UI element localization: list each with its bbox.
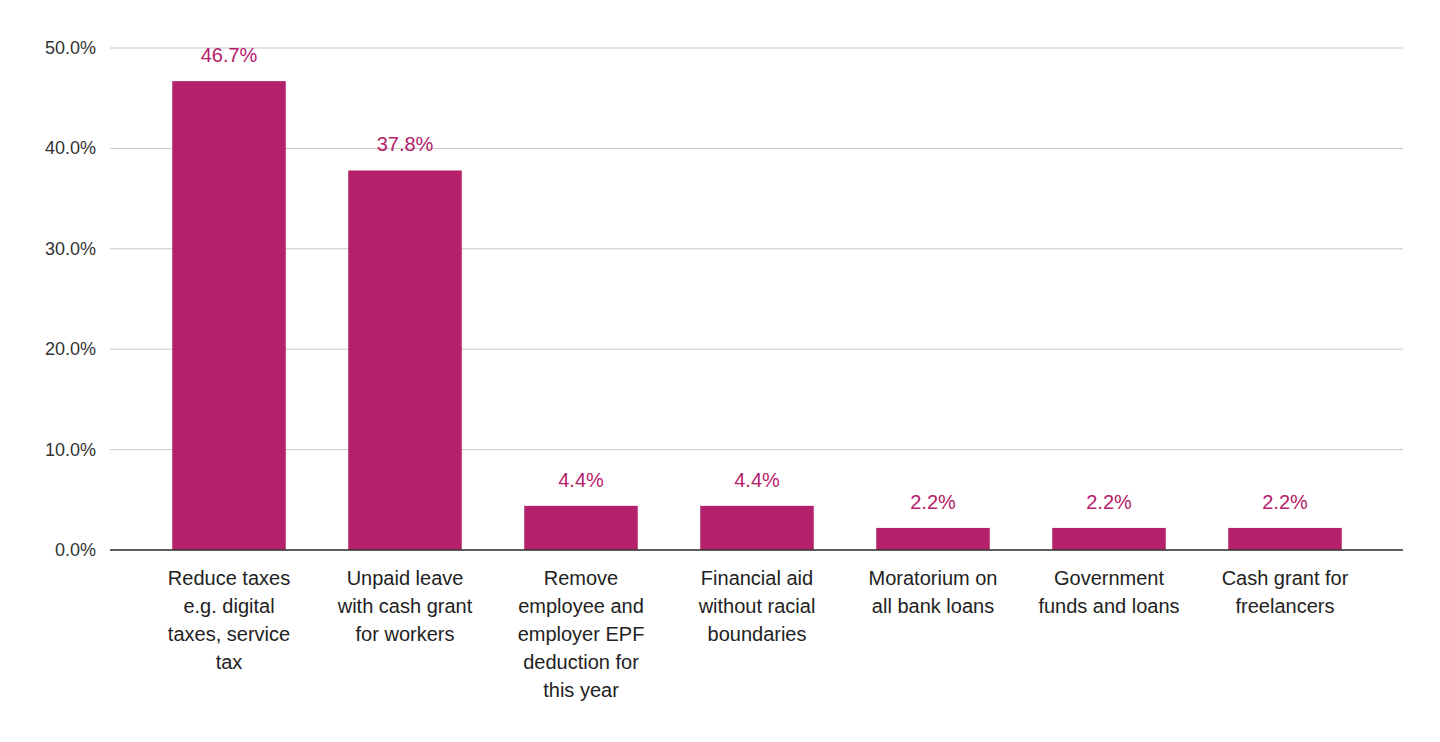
- grid-line: [110, 449, 1403, 450]
- bar: [1228, 528, 1342, 550]
- x-tick-label: Unpaid leavewith cash grantfor workers: [337, 567, 473, 645]
- y-tick-label: 0.0%: [55, 540, 96, 560]
- y-tick-label: 40.0%: [45, 138, 96, 158]
- data-label: 4.4%: [734, 469, 780, 491]
- data-label: 4.4%: [558, 469, 604, 491]
- x-axis-line: [110, 549, 1403, 551]
- grid-line: [110, 550, 1403, 551]
- bar: [876, 528, 990, 550]
- x-tick-label: Moratorium onall bank loans: [869, 567, 998, 617]
- data-label: 2.2%: [910, 491, 956, 513]
- bar: [172, 81, 286, 550]
- grid-line: [110, 349, 1403, 350]
- data-label: 2.2%: [1086, 491, 1132, 513]
- grid-line: [110, 248, 1403, 249]
- x-tick-label: Financial aidwithout racialboundaries: [698, 567, 816, 645]
- x-tick-label: Removeemployee andemployer EPFdeduction …: [518, 567, 645, 701]
- data-label: 37.8%: [377, 133, 434, 155]
- bar: [700, 506, 814, 550]
- bar: [524, 506, 638, 550]
- bar: [1052, 528, 1166, 550]
- x-tick-label: Reduce taxese.g. digitaltaxes, serviceta…: [168, 567, 290, 673]
- y-tick-label: 20.0%: [45, 339, 96, 359]
- data-label: 46.7%: [201, 44, 258, 66]
- grid: [110, 48, 1403, 550]
- chart: 0.0% 10.0% 20.0% 30.0% 40.0% 50.0% 46.7% 37.8% 4…: [0, 0, 1440, 742]
- y-tick-label: 10.0%: [45, 440, 96, 460]
- grid-line: [110, 48, 1403, 49]
- y-tick-label: 30.0%: [45, 239, 96, 259]
- data-label: 2.2%: [1262, 491, 1308, 513]
- bar: [348, 170, 462, 550]
- bars: [172, 81, 1342, 550]
- y-tick-label: 50.0%: [45, 38, 96, 58]
- grid-line: [110, 148, 1403, 149]
- x-tick-label: Cash grant forfreelancers: [1222, 567, 1349, 617]
- x-tick-label: Governmentfunds and loans: [1038, 567, 1179, 617]
